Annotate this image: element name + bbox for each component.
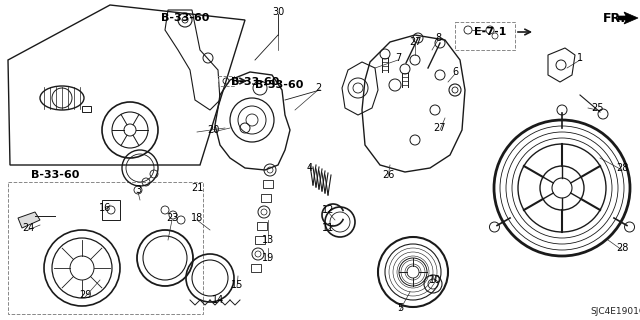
- Text: 13: 13: [262, 235, 274, 245]
- Text: B-33-60: B-33-60: [231, 77, 279, 87]
- Polygon shape: [18, 212, 40, 228]
- Text: E-7-1: E-7-1: [474, 27, 506, 37]
- Text: 24: 24: [22, 223, 34, 233]
- Text: 29: 29: [79, 290, 91, 300]
- Text: 12: 12: [322, 205, 334, 215]
- Bar: [263, 180, 273, 188]
- Text: 23: 23: [166, 213, 178, 223]
- Text: 7: 7: [395, 53, 401, 63]
- Text: 26: 26: [382, 170, 394, 180]
- Text: 20: 20: [207, 125, 219, 135]
- Text: 14: 14: [212, 295, 224, 305]
- Text: B-33-60: B-33-60: [255, 80, 303, 90]
- Text: 6: 6: [452, 67, 458, 77]
- Text: 16: 16: [99, 203, 111, 213]
- Text: 8: 8: [435, 33, 441, 43]
- Bar: [255, 236, 265, 244]
- Text: B-33-60: B-33-60: [31, 170, 79, 180]
- Text: 2: 2: [315, 83, 321, 93]
- Bar: [218, 76, 234, 86]
- Text: 11: 11: [322, 223, 334, 233]
- Text: 21: 21: [191, 183, 203, 193]
- Text: 4: 4: [307, 163, 313, 173]
- Text: 19: 19: [262, 253, 274, 263]
- Bar: [455, 22, 515, 50]
- Bar: [251, 264, 261, 272]
- Text: 28: 28: [616, 163, 628, 173]
- Text: 28: 28: [616, 243, 628, 253]
- Text: SJC4E1901C: SJC4E1901C: [590, 308, 640, 316]
- Text: 10: 10: [429, 275, 441, 285]
- Text: 25: 25: [591, 103, 604, 113]
- Bar: [261, 194, 271, 202]
- Text: 27: 27: [434, 123, 446, 133]
- Bar: [82, 106, 91, 112]
- Text: 1: 1: [577, 53, 583, 63]
- Bar: [257, 222, 267, 230]
- Text: B-33-60: B-33-60: [161, 13, 209, 23]
- Text: 15: 15: [231, 280, 243, 290]
- Text: 27: 27: [409, 37, 421, 47]
- Bar: [8, 182, 203, 314]
- Text: 3: 3: [135, 185, 141, 195]
- Text: 18: 18: [191, 213, 203, 223]
- Text: 30: 30: [272, 7, 284, 17]
- Text: 5: 5: [397, 303, 403, 313]
- Text: FR.: FR.: [603, 12, 626, 25]
- Polygon shape: [618, 12, 638, 24]
- Bar: [102, 200, 120, 220]
